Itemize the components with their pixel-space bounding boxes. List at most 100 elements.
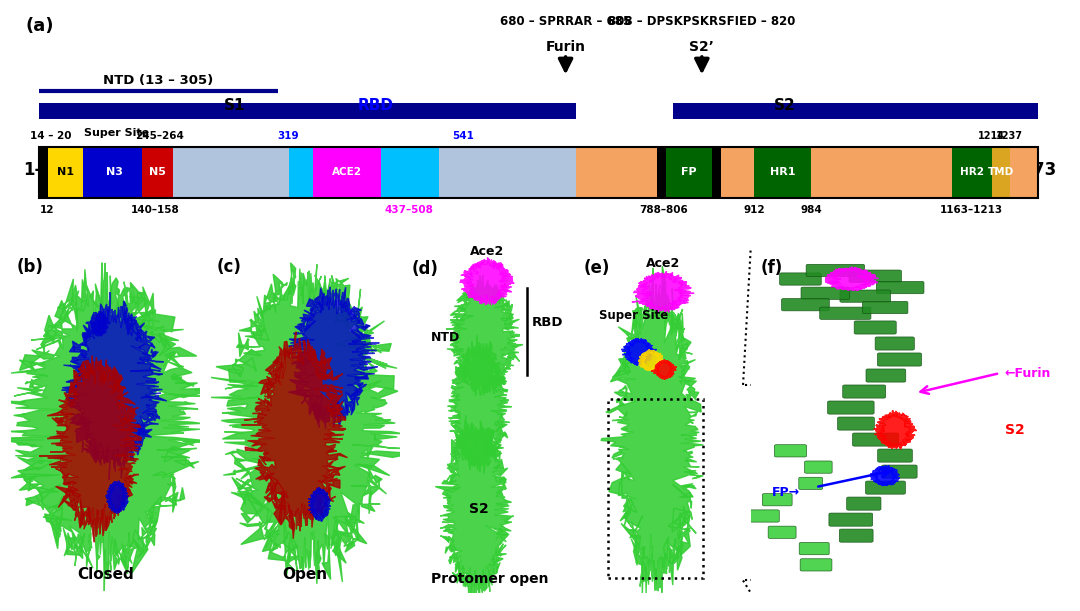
Bar — [438, 147, 576, 198]
Bar — [83, 147, 97, 198]
FancyBboxPatch shape — [805, 461, 833, 474]
FancyBboxPatch shape — [799, 543, 829, 555]
Text: TMD: TMD — [987, 167, 1014, 177]
Polygon shape — [600, 266, 703, 596]
FancyBboxPatch shape — [863, 301, 908, 313]
Text: 319: 319 — [278, 131, 299, 141]
Text: Ace2: Ace2 — [646, 257, 680, 270]
Bar — [141, 147, 173, 198]
Text: RBD: RBD — [531, 315, 563, 329]
Polygon shape — [447, 335, 512, 474]
Text: ACE2: ACE2 — [332, 167, 362, 177]
Text: N1: N1 — [57, 167, 73, 177]
Text: 14 – 20: 14 – 20 — [30, 131, 72, 141]
Text: (b): (b) — [16, 258, 43, 276]
Bar — [49, 147, 83, 198]
Text: 245–264: 245–264 — [135, 131, 184, 141]
FancyBboxPatch shape — [838, 417, 875, 430]
FancyBboxPatch shape — [768, 526, 796, 538]
Bar — [951, 147, 991, 198]
Polygon shape — [62, 292, 166, 480]
Text: Ace2: Ace2 — [470, 245, 504, 258]
Bar — [39, 103, 576, 119]
Polygon shape — [870, 466, 900, 486]
FancyBboxPatch shape — [799, 477, 823, 489]
Polygon shape — [874, 411, 917, 449]
FancyBboxPatch shape — [762, 494, 792, 506]
Text: 680 – SPRRAR – 685: 680 – SPRRAR – 685 — [500, 15, 631, 27]
Text: 140–158: 140–158 — [131, 205, 179, 215]
Text: 1163–1213: 1163–1213 — [940, 205, 1003, 215]
Polygon shape — [106, 481, 129, 514]
Polygon shape — [460, 258, 514, 305]
Text: N3: N3 — [106, 167, 122, 177]
Polygon shape — [632, 271, 694, 312]
FancyBboxPatch shape — [800, 558, 832, 571]
Polygon shape — [446, 275, 523, 396]
FancyBboxPatch shape — [847, 497, 881, 510]
Text: 984: 984 — [800, 205, 822, 215]
Text: 1237: 1237 — [996, 131, 1023, 141]
FancyBboxPatch shape — [878, 449, 913, 462]
Bar — [381, 147, 438, 198]
Text: (a): (a) — [26, 17, 54, 35]
Polygon shape — [0, 263, 217, 591]
Text: S1: S1 — [224, 98, 245, 112]
Text: 541: 541 — [453, 131, 474, 141]
Text: (f): (f) — [760, 259, 783, 277]
Bar — [97, 147, 132, 198]
Text: S2: S2 — [1004, 423, 1025, 437]
Polygon shape — [39, 356, 141, 542]
FancyBboxPatch shape — [774, 445, 807, 457]
Polygon shape — [308, 487, 330, 522]
Text: 788–806: 788–806 — [639, 205, 688, 215]
FancyBboxPatch shape — [806, 265, 864, 277]
Text: Super Site: Super Site — [599, 309, 669, 323]
FancyBboxPatch shape — [842, 385, 886, 398]
Text: Protomer open: Protomer open — [431, 573, 549, 587]
Text: N5: N5 — [149, 167, 165, 177]
FancyBboxPatch shape — [780, 273, 821, 285]
Text: (c): (c) — [216, 258, 242, 276]
Polygon shape — [287, 287, 379, 428]
Text: FP: FP — [681, 167, 697, 177]
Text: FP→: FP→ — [772, 486, 800, 499]
Text: 1-: 1- — [24, 161, 42, 179]
Polygon shape — [242, 332, 348, 539]
Polygon shape — [638, 349, 664, 371]
Bar — [39, 147, 1038, 198]
FancyBboxPatch shape — [866, 369, 906, 382]
Bar — [673, 103, 1038, 119]
Text: HR1: HR1 — [770, 167, 796, 177]
Bar — [576, 147, 657, 198]
Bar — [712, 147, 721, 198]
FancyBboxPatch shape — [829, 513, 873, 526]
Text: S2: S2 — [469, 502, 488, 516]
Bar — [811, 147, 951, 198]
Bar — [132, 147, 141, 198]
Text: Furin: Furin — [545, 40, 585, 54]
FancyBboxPatch shape — [854, 321, 896, 334]
Text: ←Furin: ←Furin — [1004, 367, 1051, 379]
Text: 912: 912 — [744, 205, 766, 215]
Polygon shape — [208, 263, 413, 584]
Bar — [1010, 147, 1038, 198]
Text: S2: S2 — [773, 98, 795, 112]
Bar — [666, 147, 712, 198]
FancyBboxPatch shape — [839, 529, 873, 542]
Text: (e): (e) — [584, 260, 610, 277]
FancyBboxPatch shape — [827, 401, 874, 414]
Bar — [313, 147, 381, 198]
Text: 437–508: 437–508 — [384, 205, 433, 215]
Text: Super Site: Super Site — [84, 128, 149, 138]
Text: HR2: HR2 — [960, 167, 984, 177]
Bar — [288, 147, 313, 198]
FancyBboxPatch shape — [782, 299, 829, 311]
FancyBboxPatch shape — [877, 353, 921, 366]
FancyBboxPatch shape — [876, 282, 924, 294]
Text: RBD: RBD — [357, 98, 394, 112]
Bar — [657, 147, 666, 198]
Polygon shape — [621, 338, 657, 365]
Bar — [721, 147, 755, 198]
Text: S2’: S2’ — [689, 40, 714, 54]
